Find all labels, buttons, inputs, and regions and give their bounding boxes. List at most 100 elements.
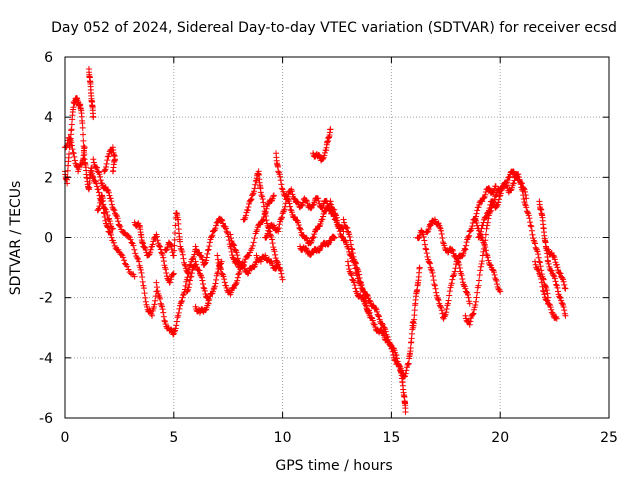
- data-point-marker: [505, 174, 512, 181]
- data-point-marker: [520, 196, 527, 203]
- data-point-marker: [231, 242, 238, 249]
- data-point-marker: [331, 234, 338, 241]
- data-point-marker: [456, 265, 463, 271]
- data-point-marker: [249, 191, 256, 198]
- data-point-marker: [106, 229, 113, 236]
- data-point-marker: [275, 225, 282, 232]
- data-point-marker: [200, 281, 207, 288]
- data-point-marker: [120, 254, 127, 261]
- data-point-marker: [423, 246, 430, 253]
- data-point-marker: [158, 303, 165, 310]
- x-tick-label: 15: [382, 430, 400, 446]
- data-point-marker: [206, 296, 213, 303]
- data-point-marker: [251, 188, 258, 195]
- data-point-marker: [157, 300, 164, 307]
- data-point-marker: [522, 201, 529, 208]
- data-point-marker: [204, 247, 211, 254]
- data-point-marker: [199, 277, 206, 284]
- data-point-marker: [163, 269, 170, 276]
- data-point-marker: [246, 252, 253, 259]
- data-point-marker: [70, 104, 77, 111]
- data-point-marker: [104, 186, 111, 193]
- data-point-marker: [234, 252, 241, 259]
- y-tick-label: 0: [44, 231, 53, 247]
- data-point-marker: [438, 231, 445, 238]
- data-point-marker: [503, 180, 510, 187]
- data-point-marker: [352, 285, 359, 292]
- data-point-marker: [470, 310, 477, 317]
- data-point-marker: [475, 204, 482, 211]
- data-point-marker: [154, 284, 161, 291]
- data-point-marker: [561, 281, 568, 288]
- data-point-marker: [336, 228, 343, 235]
- data-point-marker: [561, 285, 568, 292]
- data-point-marker: [173, 318, 180, 325]
- data-point-marker: [241, 259, 248, 266]
- data-point-marker: [496, 193, 503, 200]
- data-point-marker: [407, 344, 414, 351]
- data-point-marker: [340, 216, 347, 223]
- data-point-marker: [562, 312, 569, 319]
- data-point-marker: [476, 277, 483, 284]
- data-point-marker: [170, 271, 177, 278]
- data-point-marker: [125, 266, 132, 273]
- data-point-marker: [547, 304, 554, 311]
- data-point-marker: [68, 121, 75, 128]
- data-point-marker: [170, 331, 177, 338]
- data-point-marker: [249, 242, 256, 249]
- data-point-marker: [458, 272, 465, 279]
- data-point-marker: [90, 114, 97, 121]
- data-point-marker: [316, 247, 323, 254]
- data-point-marker: [476, 272, 483, 279]
- data-point-marker: [175, 312, 182, 319]
- data-point-marker: [154, 233, 161, 240]
- data-point-marker: [445, 297, 452, 304]
- data-point-marker: [341, 219, 348, 226]
- data-point-marker: [198, 252, 205, 259]
- data-point-marker: [531, 238, 538, 245]
- data-point-marker: [110, 239, 117, 246]
- data-point-marker: [346, 233, 353, 240]
- data-point-marker: [128, 239, 135, 246]
- data-point-marker: [474, 207, 481, 214]
- data-point-marker: [250, 239, 257, 246]
- data-point-marker: [463, 239, 470, 246]
- data-point-marker: [478, 260, 485, 267]
- data-point-marker: [527, 219, 534, 226]
- data-point-marker: [344, 224, 351, 231]
- data-point-marker: [276, 221, 283, 228]
- data-point-marker: [347, 241, 354, 248]
- data-point-marker: [64, 167, 71, 174]
- data-point-marker: [446, 288, 453, 295]
- data-point-marker: [270, 192, 277, 199]
- x-tick-label: 25: [600, 430, 618, 446]
- data-point-marker: [560, 278, 567, 285]
- y-tick-label: -6: [39, 411, 53, 427]
- data-point-marker: [557, 270, 564, 277]
- data-point-marker: [203, 254, 210, 261]
- data-point-marker: [173, 322, 180, 329]
- data-point-marker: [234, 277, 241, 284]
- data-point-marker: [160, 258, 167, 265]
- data-point-marker: [158, 249, 165, 256]
- data-point-marker: [555, 288, 562, 295]
- data-point-marker: [559, 275, 566, 282]
- data-point-marker: [486, 207, 493, 214]
- data-point-marker: [276, 171, 283, 178]
- data-point-marker: [382, 328, 389, 335]
- data-point-marker: [97, 177, 104, 184]
- data-point-marker: [205, 246, 212, 253]
- data-point-marker: [95, 206, 102, 213]
- x-tick-label: 5: [169, 430, 178, 446]
- data-point-marker: [275, 228, 282, 235]
- data-point-marker: [554, 264, 561, 271]
- data-point-marker: [107, 195, 114, 202]
- data-point-marker: [192, 243, 199, 250]
- data-point-marker: [451, 268, 458, 275]
- data-point-marker: [562, 285, 569, 292]
- data-point-marker: [110, 205, 117, 212]
- data-point-marker: [494, 202, 501, 209]
- data-point-marker: [177, 245, 184, 252]
- data-point-marker: [537, 263, 544, 270]
- data-point-marker: [297, 225, 304, 232]
